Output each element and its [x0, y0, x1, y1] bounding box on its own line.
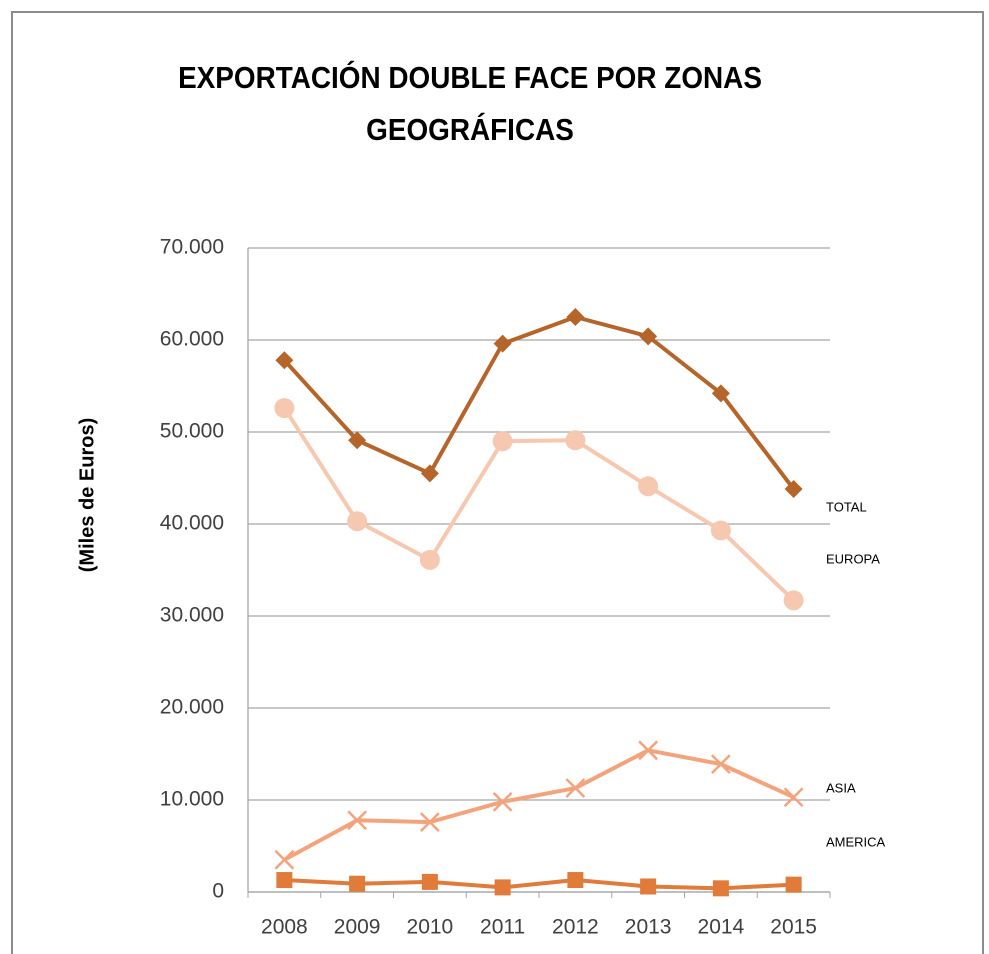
series-line — [283, 748, 795, 862]
point — [275, 351, 294, 370]
point — [565, 778, 586, 798]
x-tick-label: 2012 — [552, 916, 599, 939]
y-tick-label: 60.000 — [160, 328, 224, 351]
point — [566, 308, 585, 326]
x-tick-label: 2008 — [261, 916, 308, 939]
point — [711, 384, 730, 403]
x-tick-label: 2010 — [407, 916, 454, 939]
series-label: AMERICA — [826, 834, 886, 849]
point — [492, 431, 513, 452]
point — [348, 431, 367, 450]
y-tick-label: 0 — [212, 880, 224, 903]
point — [710, 520, 731, 541]
y-tick-label: 50.000 — [160, 420, 224, 443]
point — [565, 430, 586, 451]
point — [638, 476, 659, 497]
point — [640, 878, 657, 895]
x-tick-label: 2013 — [625, 916, 672, 939]
y-axis-label: (Miles de Euros) — [76, 418, 98, 572]
point — [639, 327, 658, 346]
point — [783, 590, 804, 611]
point — [784, 480, 803, 499]
point — [783, 787, 804, 808]
point — [347, 810, 368, 831]
y-tick-label: 70.000 — [160, 236, 224, 259]
x-tick-label: 2014 — [698, 916, 745, 939]
point — [492, 791, 513, 812]
series-label: TOTAL — [826, 499, 867, 514]
point — [710, 754, 731, 775]
point — [276, 872, 293, 889]
x-tick-label: 2015 — [770, 916, 817, 939]
series-line — [284, 878, 794, 891]
x-tick-label: 2011 — [480, 916, 525, 939]
chart-title: EXPORTACIÓN DOUBLE FACE POR ZONAS GEOGRÁ… — [178, 60, 762, 147]
point — [419, 549, 440, 570]
point — [349, 875, 366, 892]
point — [420, 464, 439, 483]
point — [567, 872, 584, 889]
y-tick-label: 20.000 — [160, 696, 224, 719]
y-tick-label: 40.000 — [160, 512, 224, 535]
point — [347, 511, 368, 532]
y-tick-label: 30.000 — [160, 604, 224, 627]
point — [419, 812, 440, 832]
point — [274, 398, 295, 419]
frame — [11, 11, 984, 954]
series-label: ASIA — [826, 780, 856, 795]
series-line — [282, 315, 796, 491]
point — [494, 879, 511, 896]
series-label: EUROPA — [826, 551, 880, 566]
series-line — [282, 406, 796, 602]
point — [638, 740, 659, 761]
point — [274, 849, 295, 870]
point — [712, 880, 729, 897]
point — [785, 876, 802, 893]
x-tick-label: 2009 — [334, 916, 381, 939]
point — [493, 334, 512, 353]
y-tick-label: 10.000 — [160, 788, 224, 811]
point — [421, 873, 438, 890]
